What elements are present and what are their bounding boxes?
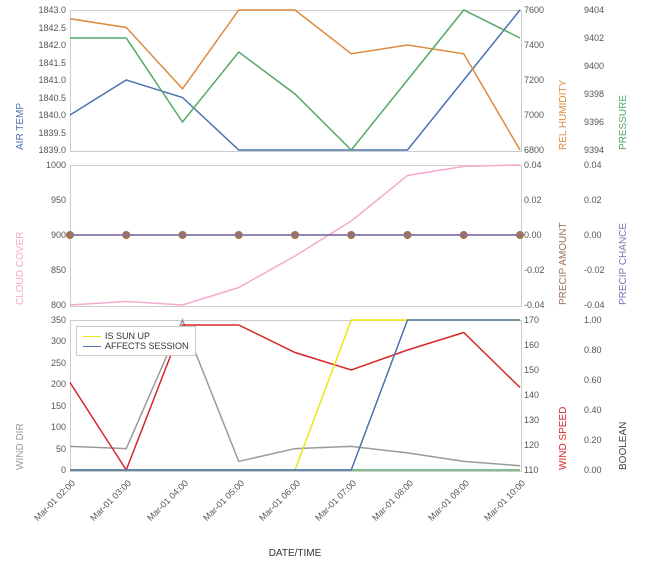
- legend-item: AFFECTS SESSION: [83, 341, 189, 351]
- x-tick: Mar-01 09:00: [426, 478, 471, 523]
- x-label: DATE/TIME: [70, 548, 520, 559]
- x-tick: Mar-01 07:00: [313, 478, 358, 523]
- x-tick: Mar-01 10:00: [482, 478, 527, 523]
- legend-label: AFFECTS SESSION: [105, 341, 189, 351]
- x-tick: Mar-01 08:00: [370, 478, 415, 523]
- figure: 1839.01839.51840.01840.51841.01841.51842…: [0, 0, 648, 576]
- x-tick: Mar-01 04:00: [145, 478, 190, 523]
- x-tick: Mar-01 03:00: [88, 478, 133, 523]
- legend-swatch: [83, 336, 101, 337]
- x-tick: Mar-01 06:00: [257, 478, 302, 523]
- legend-item: IS SUN UP: [83, 331, 189, 341]
- x-ticks: Mar-01 02:00Mar-01 03:00Mar-01 04:00Mar-…: [0, 478, 648, 548]
- legend: IS SUN UPAFFECTS SESSION: [76, 326, 196, 356]
- legend-label: IS SUN UP: [105, 331, 150, 341]
- legend-swatch: [83, 346, 101, 347]
- x-tick: Mar-01 02:00: [32, 478, 77, 523]
- x-tick: Mar-01 05:00: [201, 478, 246, 523]
